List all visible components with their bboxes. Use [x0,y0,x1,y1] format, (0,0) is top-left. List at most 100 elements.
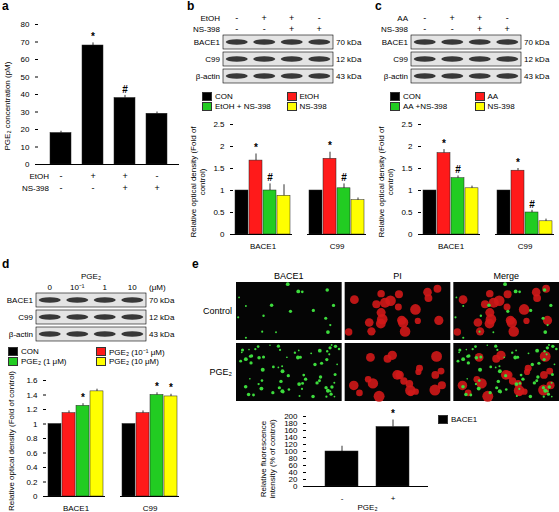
svg-text:C99: C99 [518,242,533,250]
svg-text:*: * [155,381,159,392]
svg-text:BACE1: BACE1 [382,38,409,47]
svg-text:0: 0 [220,230,225,239]
svg-text:0: 0 [48,283,53,292]
svg-text:2.5: 2.5 [213,120,225,129]
svg-text:-: - [235,13,238,23]
svg-text:NS-398: NS-398 [22,184,50,193]
svg-text:43 kDa: 43 kDa [336,72,362,81]
svg-text:Merge: Merge [493,271,519,281]
svg-text:PGE₂: PGE₂ [210,367,233,377]
svg-text:12 kDa: 12 kDa [336,55,362,64]
svg-text:43 kDa: 43 kDa [149,330,175,339]
svg-text:200: 200 [284,412,298,421]
svg-text:1.2: 1.2 [26,405,38,414]
svg-text:0: 0 [408,230,413,239]
svg-text:+: + [90,171,95,181]
svg-text:70 kDa: 70 kDa [336,38,362,47]
svg-text:C99: C99 [143,504,158,512]
svg-text:BACE1: BACE1 [7,296,34,305]
svg-text:*: * [91,31,95,42]
svg-text:0.5: 0.5 [401,208,413,217]
svg-text:12 kDa: 12 kDa [149,313,175,322]
svg-text:+: + [317,24,322,34]
svg-text:+: + [505,24,510,34]
svg-text:-: - [423,24,426,34]
svg-text:10⁻¹: 10⁻¹ [70,283,85,292]
svg-text:#: # [529,199,535,210]
svg-text:*: * [81,392,85,403]
svg-text:43 kDa: 43 kDa [524,72,550,81]
svg-text:-: - [451,24,454,34]
svg-text:β-actin: β-actin [196,72,220,81]
svg-text:12 kDa: 12 kDa [524,55,550,64]
svg-text:*: * [391,408,395,419]
svg-text:EtOH: EtOH [29,172,49,181]
svg-text:*: * [442,138,446,149]
svg-text:0: 0 [25,160,30,169]
svg-text:-: - [506,13,509,23]
svg-text:20: 20 [21,125,30,134]
svg-text:10: 10 [21,143,30,152]
svg-text:+: + [154,183,159,193]
svg-text:1.5: 1.5 [401,164,413,173]
svg-text:0.6: 0.6 [26,449,38,458]
svg-text:70: 70 [21,38,30,47]
svg-text:60: 60 [21,55,30,64]
svg-text:0.2: 0.2 [26,478,38,487]
svg-text:AA: AA [397,14,408,23]
svg-text:40: 40 [21,90,30,99]
svg-text:+: + [477,24,482,34]
svg-text:+: + [477,13,482,23]
svg-text:BACE1: BACE1 [274,271,304,281]
svg-text:-: - [318,13,321,23]
svg-text:β-actin: β-actin [384,72,408,81]
svg-text:C99: C99 [393,55,408,64]
svg-text:-: - [92,183,95,193]
svg-text:1: 1 [220,186,225,195]
svg-text:1: 1 [103,283,108,292]
svg-text:-: - [60,171,63,181]
svg-text:PGE₂: PGE₂ [358,503,378,512]
svg-text:+: + [289,13,294,23]
svg-text:-: - [263,24,266,34]
svg-text:80: 80 [21,20,30,29]
svg-text:0.4: 0.4 [26,463,38,472]
svg-text:*: * [254,142,258,153]
svg-text:-: - [341,494,344,503]
svg-text:-: - [423,13,426,23]
svg-text:EtOH: EtOH [200,14,220,23]
svg-text:70 kDa: 70 kDa [524,38,550,47]
svg-text:C99: C99 [205,55,220,64]
svg-text:-: - [60,183,63,193]
svg-text:2: 2 [220,142,225,151]
svg-text:*: * [169,382,173,393]
svg-text:#: # [122,84,128,95]
svg-text:NS-398: NS-398 [381,25,409,34]
svg-text:PI: PI [393,271,402,281]
svg-text:Control: Control [203,306,232,316]
svg-text:0: 0 [33,492,38,501]
svg-text:70 kDa: 70 kDa [149,296,175,305]
svg-text:*: * [328,140,332,151]
svg-text:+: + [122,183,127,193]
svg-text:BACE1: BACE1 [63,504,90,512]
svg-text:PGE₂: PGE₂ [81,272,101,281]
svg-text:+: + [289,24,294,34]
svg-text:1.4: 1.4 [26,391,38,400]
svg-text:+: + [262,13,267,23]
svg-text:1: 1 [408,186,413,195]
svg-text:BACE1: BACE1 [194,38,221,47]
svg-text:NS-398: NS-398 [193,25,221,34]
svg-text:2: 2 [408,142,413,151]
svg-text:(μM): (μM) [149,283,166,292]
svg-text:1.5: 1.5 [213,164,225,173]
svg-text:BACE1: BACE1 [250,242,277,250]
svg-text:0.5: 0.5 [213,208,225,217]
svg-text:2.5: 2.5 [401,120,413,129]
svg-text:β-actin: β-actin [9,330,33,339]
svg-text:BACE1: BACE1 [438,242,465,250]
svg-text:0.8: 0.8 [26,434,38,443]
svg-text:C99: C99 [18,313,33,322]
svg-text:+: + [450,13,455,23]
svg-text:*: * [516,157,520,168]
